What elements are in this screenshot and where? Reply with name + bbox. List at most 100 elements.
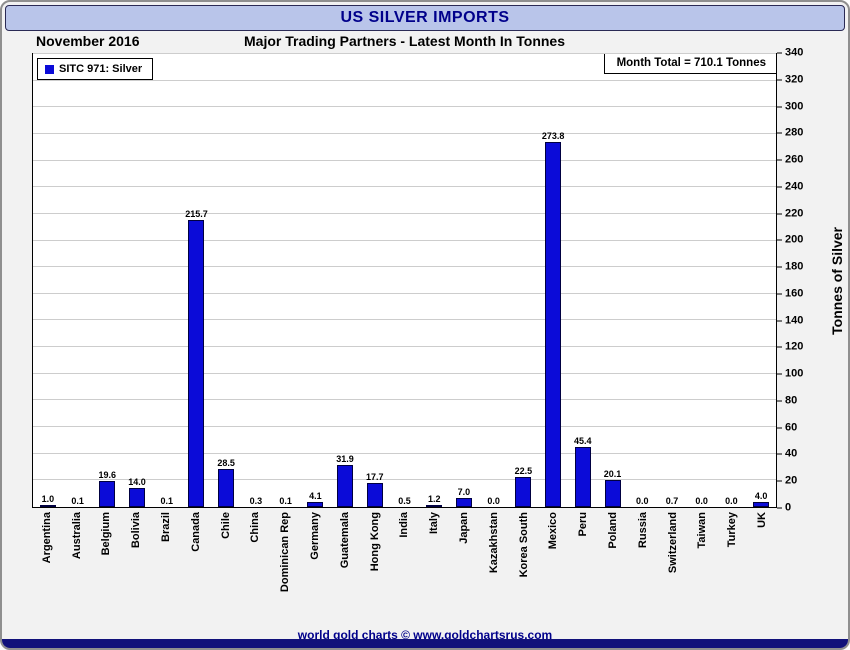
- bar: [574, 446, 591, 507]
- y-axis-tick-mark: [777, 186, 782, 188]
- y-axis-tick-mark: [777, 159, 782, 161]
- title-bar: US SILVER IMPORTS: [5, 5, 845, 31]
- x-label-cell: Taiwan: [688, 508, 718, 624]
- x-axis-label: Kazakhstan: [487, 512, 500, 574]
- y-axis-tick-mark: [777, 320, 782, 322]
- x-label-cell: China: [241, 508, 271, 624]
- legend-swatch-icon: [45, 64, 54, 74]
- x-label-cell: Guatemala: [330, 508, 360, 624]
- y-axis-tick-mark: [777, 132, 782, 134]
- y-axis-tick: 40: [777, 447, 798, 460]
- bar: [366, 483, 383, 507]
- footer-text: world gold charts © www.goldchartsrus.co…: [297, 628, 553, 642]
- y-axis-tick-mark: [777, 52, 782, 54]
- bar-slot: 4.0: [746, 54, 776, 507]
- bar-value-label: 0.1: [160, 496, 173, 506]
- chart-row: 1.0 0.1 19.6 14.0 0.1 215.7 28.5 0.3 0.1 4.1 31.9 1…: [32, 47, 848, 513]
- gridline: [33, 239, 776, 241]
- subheader: November 2016 Major Trading Partners - L…: [32, 31, 777, 53]
- y-axis-tick-label: 320: [785, 73, 804, 86]
- y-axis-tick-mark: [777, 346, 782, 348]
- bar: [455, 497, 472, 507]
- bar-slot: 1.2: [419, 54, 449, 507]
- bar-slot: 1.0: [33, 54, 63, 507]
- gridline: [33, 159, 776, 161]
- gridline: [33, 319, 776, 321]
- y-axis-tick: 20: [777, 474, 798, 487]
- legend-label: SITC 971: Silver: [59, 63, 143, 75]
- x-label-cell: Chile: [211, 508, 241, 624]
- y-axis-tick-label: 240: [785, 180, 804, 193]
- y-axis-tick-mark: [777, 213, 782, 215]
- bar-value-label: 4.0: [754, 490, 768, 501]
- bar-value-label: 17.7: [366, 472, 384, 483]
- x-label-cell: Switzerland: [658, 508, 688, 624]
- x-label-cell: Turkey: [717, 508, 747, 624]
- bar-slot: 45.4: [568, 54, 598, 507]
- bar-slot: 0.1: [271, 54, 301, 507]
- x-axis-label: India: [398, 512, 411, 538]
- y-axis: 0 20 40 60 80 100 120 140 160 180 200 220 240 260 280 3…: [777, 47, 823, 513]
- y-axis-tick-label: 340: [785, 46, 804, 59]
- month-total-annotation: Month Total = 710.1 Tonnes: [603, 54, 776, 74]
- x-label-cell: Canada: [181, 508, 211, 624]
- x-label-cell: Hong Kong: [360, 508, 390, 624]
- bar: [39, 505, 56, 507]
- bar-slot: 4.1: [300, 54, 330, 507]
- bar-slot: 0.1: [63, 54, 93, 507]
- y-axis-tick-mark: [777, 373, 782, 375]
- x-label-cell: Italy: [419, 508, 449, 624]
- bar: [218, 469, 235, 507]
- gridline: [33, 399, 776, 401]
- x-label-cell: Poland: [598, 508, 628, 624]
- bar-value-label: 22.5: [514, 466, 533, 477]
- gridline: [33, 292, 776, 294]
- y-axis-tick-label: 80: [785, 394, 798, 407]
- x-axis-label: Guatemala: [338, 512, 351, 569]
- bar-value-label: 0.1: [279, 496, 292, 506]
- bar-value-label: 215.7: [185, 208, 208, 219]
- y-axis-tick-mark: [777, 400, 782, 402]
- footer: world gold charts © www.goldchartsrus.co…: [2, 624, 848, 646]
- bar-value-label: 20.1: [603, 469, 622, 480]
- y-axis-tick: 300: [777, 101, 803, 112]
- x-label-cell: Germany: [300, 508, 330, 624]
- y-axis-tick-label: 40: [785, 447, 798, 460]
- y-axis-tick: 180: [777, 261, 803, 273]
- y-axis-tick-label: 20: [785, 474, 798, 487]
- y-axis-tick-label: 200: [785, 233, 804, 246]
- page-title: US SILVER IMPORTS: [340, 9, 510, 26]
- bar-value-label: 0.5: [398, 496, 411, 506]
- bar-value-label: 0.1: [71, 496, 84, 506]
- bar: [515, 477, 532, 507]
- y-axis-tick-mark: [777, 239, 782, 241]
- y-axis-tick-mark: [777, 266, 782, 268]
- bar: [426, 505, 443, 507]
- y-axis-tick-label: 260: [785, 153, 804, 166]
- y-axis-tick: 140: [777, 315, 803, 326]
- bar: [753, 501, 770, 507]
- bar-value-label: 31.9: [336, 453, 354, 464]
- bar-slot: 215.7: [182, 54, 212, 507]
- y-axis-tick-label: 280: [785, 126, 804, 139]
- y-axis-title-column: Tonnes of Silver: [824, 53, 848, 508]
- y-axis-tick: 0: [777, 502, 791, 514]
- y-axis-tick-mark: [777, 453, 782, 455]
- y-axis-tick: 120: [777, 341, 803, 353]
- bar-slot: 0.0: [627, 54, 657, 507]
- gridline: [33, 132, 776, 134]
- gridline: [33, 372, 776, 374]
- y-axis-tick-mark: [777, 106, 782, 108]
- bar-slot: 7.0: [449, 54, 479, 507]
- bars-container: 1.0 0.1 19.6 14.0 0.1 215.7 28.5 0.3 0.1 4.1 31.9 1…: [33, 54, 776, 507]
- y-axis-tick-label: 140: [785, 314, 804, 327]
- x-axis-label: Dominican Rep: [279, 512, 292, 593]
- bar-slot: 20.1: [598, 54, 628, 507]
- legend: SITC 971: Silver: [37, 58, 154, 80]
- date-label: November 2016: [36, 33, 140, 49]
- x-label-cell: Australia: [62, 508, 92, 624]
- bar-slot: 273.8: [538, 54, 568, 507]
- x-axis-label: Canada: [189, 512, 202, 552]
- y-axis-tick: 80: [777, 395, 797, 406]
